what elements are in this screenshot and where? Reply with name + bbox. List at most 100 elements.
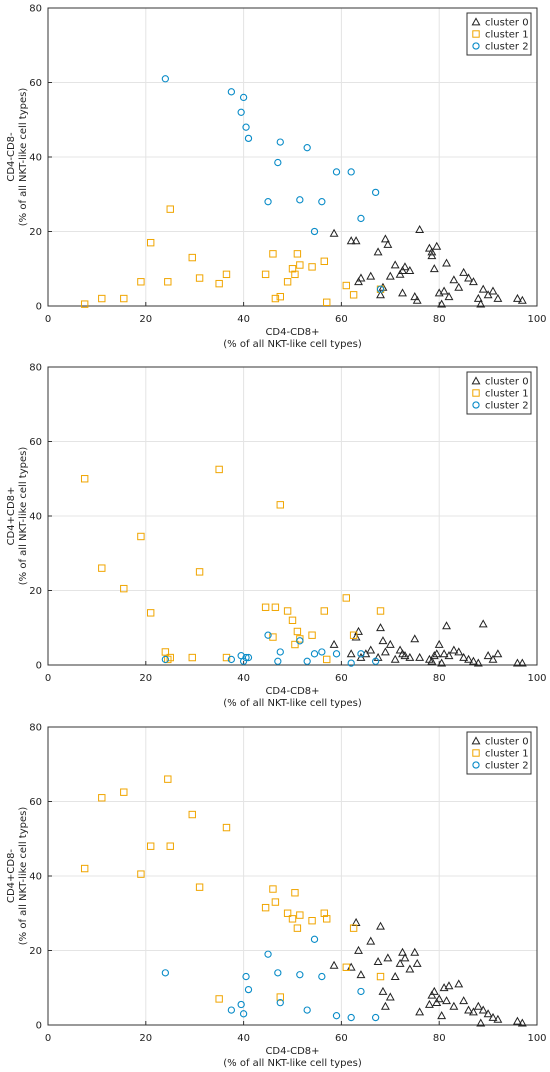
data-point — [215, 279, 223, 288]
x-tick-label: 60 — [335, 673, 348, 684]
data-point — [293, 924, 302, 932]
data-point — [376, 607, 385, 615]
data-point — [454, 282, 464, 291]
data-point — [276, 993, 284, 1001]
data-point — [264, 950, 272, 958]
data-point — [320, 607, 328, 615]
data-point — [80, 475, 89, 483]
data-point — [366, 271, 376, 280]
data-point — [283, 278, 292, 286]
data-point — [195, 568, 204, 576]
data-point — [244, 653, 253, 662]
data-point — [98, 564, 106, 572]
data-point — [378, 986, 388, 995]
data-point — [517, 1018, 527, 1027]
data-point — [310, 227, 319, 236]
data-point — [405, 652, 415, 661]
data-point — [437, 658, 447, 667]
x-tick-label: 80 — [433, 673, 446, 684]
x-tick-label: 100 — [527, 673, 546, 684]
chart-panel-2: 0 20 40 60 80 100 0 20 40 60 80 CD4-CD8+ (% of all N… — [6, 363, 547, 710]
data-point — [380, 234, 390, 243]
y-tick-label: 60 — [29, 78, 42, 89]
data-point — [464, 273, 473, 282]
chart-panel-3: 0 20 40 60 80 100 0 20 40 60 80 CD4-CD8+ (% of all N… — [6, 723, 547, 1070]
data-point — [120, 584, 128, 593]
data-point — [349, 631, 358, 639]
data-point — [454, 647, 464, 656]
data-point — [288, 265, 297, 273]
data-point — [296, 971, 304, 979]
data-point — [261, 903, 270, 912]
x-tick-label: 20 — [139, 673, 152, 684]
data-point — [137, 532, 145, 541]
data-point — [356, 970, 366, 979]
data-point — [346, 649, 356, 658]
data-point — [442, 621, 451, 630]
data-point — [468, 1007, 478, 1016]
data-point — [261, 603, 270, 611]
data-point — [320, 257, 328, 266]
data-point — [354, 626, 363, 635]
data-point — [395, 958, 405, 967]
data-point — [478, 284, 488, 293]
legend-marker — [472, 761, 480, 769]
data-point — [242, 972, 250, 981]
data-point — [291, 270, 299, 279]
legend-marker — [472, 389, 480, 397]
data-point — [274, 657, 282, 665]
data-point — [276, 999, 284, 1007]
data-point — [296, 637, 304, 645]
data-point — [437, 1011, 447, 1020]
legend-box — [466, 371, 532, 415]
data-point — [349, 924, 358, 932]
data-point — [439, 649, 449, 658]
data-point — [271, 898, 280, 906]
data-point — [395, 645, 405, 654]
data-point — [283, 607, 292, 615]
data-point — [239, 657, 248, 665]
data-point — [342, 594, 350, 602]
data-point — [332, 168, 341, 176]
data-point — [347, 168, 355, 176]
data-point — [512, 658, 522, 667]
data-point — [195, 274, 204, 282]
data-point — [488, 286, 498, 295]
data-point — [483, 651, 493, 660]
data-point — [215, 995, 223, 1003]
data-point — [444, 981, 454, 990]
data-point — [261, 270, 270, 279]
legend-label: cluster 2 — [485, 761, 529, 772]
legend-marker — [472, 401, 480, 409]
data-point — [188, 810, 196, 819]
data-point — [222, 270, 231, 279]
data-point — [356, 273, 366, 282]
data-point — [227, 655, 236, 664]
data-point — [342, 281, 350, 290]
data-point — [332, 1012, 341, 1020]
data-point — [373, 652, 383, 661]
data-point — [188, 253, 196, 262]
chart-panel-1: 0 20 40 60 80 100 0 20 40 60 80 CD4-CD8+ (% of all N… — [6, 4, 547, 351]
y-tick-label: 40 — [29, 872, 42, 883]
data-point — [166, 205, 174, 213]
data-point — [385, 271, 395, 280]
data-point — [366, 645, 376, 654]
data-point — [242, 653, 250, 662]
data-point — [308, 263, 316, 271]
data-point — [444, 651, 454, 660]
data-point — [371, 657, 380, 665]
legend-marker — [472, 30, 480, 38]
legend-marker — [471, 376, 481, 385]
data-point — [415, 1007, 425, 1016]
data-point — [432, 241, 442, 250]
data-point — [473, 658, 483, 667]
data-point — [366, 936, 376, 945]
x-tick-label: 100 — [527, 1033, 546, 1044]
legend-marker — [472, 749, 480, 757]
series-cluster-2 — [161, 631, 380, 667]
y-tick-label: 60 — [29, 437, 42, 448]
